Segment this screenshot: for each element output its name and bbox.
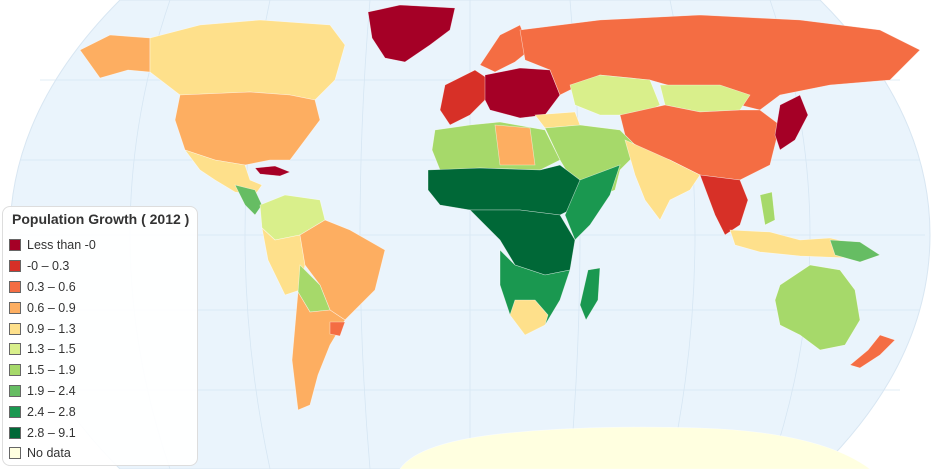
legend-swatch <box>9 239 21 252</box>
region-horn-of-africa <box>564 164 621 241</box>
legend-swatch <box>9 301 21 314</box>
region-greenland <box>367 4 456 63</box>
legend-swatch <box>9 260 21 273</box>
legend-label: 2.4 – 2.8 <box>27 404 76 419</box>
legend-item[interactable]: -0 – 0.3 <box>9 256 197 277</box>
legend-swatch <box>9 343 21 356</box>
region-japan <box>774 94 809 151</box>
legend-label: 1.5 – 1.9 <box>27 363 76 378</box>
region-russia <box>519 14 921 111</box>
legend-label: 1.3 – 1.5 <box>27 342 76 357</box>
legend-item[interactable]: 0.6 – 0.9 <box>9 297 197 318</box>
legend-label: 0.9 – 1.3 <box>27 321 76 336</box>
region-south-africa <box>509 299 549 336</box>
legend-label: No data <box>27 446 71 461</box>
legend-title: Population Growth ( 2012 ) <box>12 211 190 227</box>
region-india <box>624 139 701 221</box>
legend-item[interactable]: 2.4 – 2.8 <box>9 401 197 422</box>
region-brazil <box>299 219 386 321</box>
legend-item[interactable]: 1.9 – 2.4 <box>9 381 197 402</box>
legend-swatch <box>9 405 21 418</box>
region-new-zealand <box>849 334 896 369</box>
region-madagascar <box>579 267 601 321</box>
region-canada <box>149 19 346 101</box>
region-central-europe <box>484 67 561 119</box>
region-libya <box>494 124 536 166</box>
legend-item[interactable]: 0.3 – 0.6 <box>9 277 197 298</box>
region-australia <box>774 264 861 351</box>
legend: Population Growth ( 2012 ) Less than -0 -… <box>2 206 198 466</box>
legend-swatch <box>9 280 21 293</box>
region-philippines <box>759 191 776 226</box>
region-argentina <box>291 291 346 411</box>
legend-swatch <box>9 447 21 460</box>
legend-label: 0.3 – 0.6 <box>27 279 76 294</box>
legend-label: 0.6 – 0.9 <box>27 300 76 315</box>
legend-item[interactable]: Less than -0 <box>9 235 197 256</box>
region-caribbean <box>254 165 291 177</box>
legend-swatch <box>9 322 21 335</box>
region-southeast-asia <box>699 174 749 236</box>
legend-item[interactable]: No data <box>9 443 197 464</box>
region-western-europe <box>439 69 491 126</box>
region-antarctica <box>399 426 871 469</box>
legend-swatch <box>9 384 21 397</box>
region-papua <box>829 239 881 263</box>
legend-label: 1.9 – 2.4 <box>27 383 76 398</box>
legend-swatch <box>9 364 21 377</box>
legend-item[interactable]: 2.8 – 9.1 <box>9 422 197 443</box>
legend-label: 2.8 – 9.1 <box>27 425 76 440</box>
legend-item[interactable]: 1.3 – 1.5 <box>9 339 197 360</box>
region-central-america <box>234 184 263 216</box>
countries[interactable] <box>79 4 921 469</box>
region-uruguay <box>329 321 346 337</box>
legend-label: -0 – 0.3 <box>27 259 70 274</box>
legend-item[interactable]: 0.9 – 1.3 <box>9 318 197 339</box>
legend-label: Less than -0 <box>27 238 96 253</box>
legend-item[interactable]: 1.5 – 1.9 <box>9 360 197 381</box>
region-mexico <box>184 149 263 196</box>
legend-swatch <box>9 426 21 439</box>
